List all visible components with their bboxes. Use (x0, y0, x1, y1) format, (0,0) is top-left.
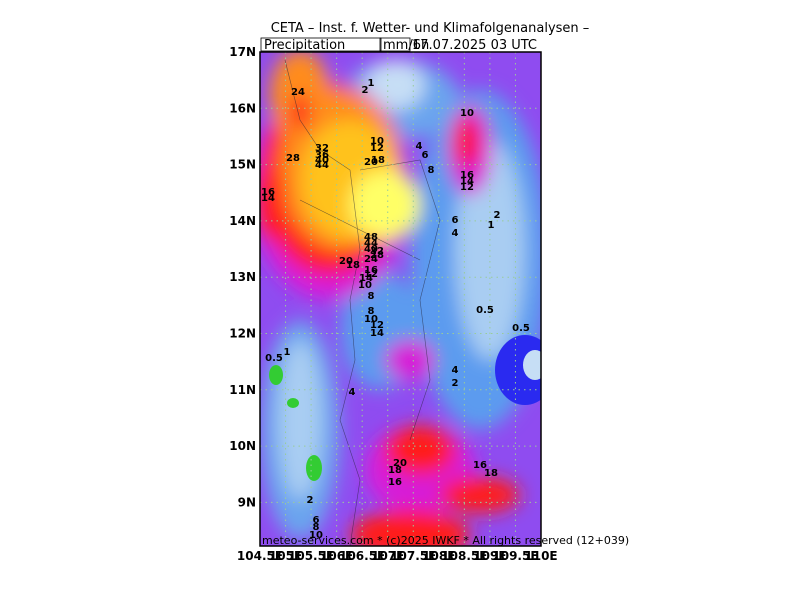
contour-label: 18 (484, 468, 498, 479)
contour-label: 6 (452, 215, 459, 226)
contour-label: 8 (368, 306, 375, 317)
variable: Precipitation (264, 38, 345, 53)
contour-label: 16 (364, 265, 378, 276)
x-tick-label: 107E (371, 549, 404, 563)
contour-label: 36 (315, 150, 329, 161)
x-tick-label: 109.5E (492, 549, 538, 563)
x-tick-label: 109E (473, 549, 506, 563)
contour-label: 10 (358, 280, 372, 291)
contour-label: 14 (359, 273, 373, 284)
map-frame (259, 51, 542, 547)
contour-label: 12 (460, 182, 474, 193)
contour-label: 44 (315, 160, 329, 171)
y-tick-label: 9N (238, 495, 256, 509)
x-tick-label: 104.5E (237, 549, 283, 563)
x-tick-label: 106.5E (339, 549, 385, 563)
map-field (260, 52, 541, 546)
footer: meteo-services.com * (c)2025 IWKF * All … (262, 534, 629, 547)
x-tick-label: 105E (269, 549, 302, 563)
contour-label: 14 (460, 176, 474, 187)
contour-label: 28 (286, 153, 300, 164)
contour-label: 1 (368, 78, 375, 89)
contour-label: 10 (364, 314, 378, 325)
contour-label: 4 (452, 228, 459, 239)
y-tick-label: 15N (229, 158, 256, 172)
contour-label: 12 (370, 143, 384, 154)
contour-label: 40 (315, 155, 329, 166)
contour-label: 40 (364, 244, 378, 255)
contour-label: 28 (370, 250, 384, 261)
title: CETA – Inst. f. Wetter- und Klimafolgena… (271, 21, 590, 36)
x-tick-label: 106E (320, 549, 353, 563)
contour-label: 20 (393, 458, 407, 469)
contour-label: 12 (364, 269, 378, 280)
y-tick-label: 17N (229, 45, 256, 59)
contour-label: 18 (388, 465, 402, 476)
x-tick-label: 108E (422, 549, 455, 563)
contour-label: 18 (346, 260, 360, 271)
contour-label: 44 (364, 238, 378, 249)
contour-label: 2 (452, 378, 459, 389)
contour-label: 0.5 (265, 353, 283, 364)
contour-label: 0.5 (512, 323, 530, 334)
contour-label: 8 (313, 522, 320, 533)
contour-label: 2 (494, 210, 501, 221)
x-tick-label: 105.5E (288, 549, 334, 563)
contour-label: 16 (473, 460, 487, 471)
contour-label: 16 (460, 170, 474, 181)
y-tick-label: 11N (229, 383, 256, 397)
contour-label: 10 (370, 136, 384, 147)
contour-label: 14 (261, 193, 275, 204)
unit: mm/6h (383, 38, 429, 53)
contour-label: 32 (370, 246, 384, 257)
y-tick-label: 16N (229, 101, 256, 115)
y-tick-label: 14N (229, 214, 256, 228)
contour-label: 4 (349, 387, 356, 398)
y-tick-label: 13N (229, 270, 256, 284)
contour-label: 6 (313, 515, 320, 526)
contour-label: 48 (364, 232, 378, 243)
x-tick-label: 107.5E (390, 549, 436, 563)
contour-label: 8 (428, 165, 435, 176)
contour-label: 8 (368, 291, 375, 302)
contour-label: 4 (416, 141, 423, 152)
contour-label: 10 (460, 108, 474, 119)
contour-label: 1 (488, 220, 495, 231)
x-tick-label: 110E (524, 549, 557, 563)
contour-label: 20 (339, 256, 353, 267)
contour-label: 14 (370, 328, 384, 339)
contour-label: 24 (364, 254, 378, 265)
contour-label: 18 (371, 155, 385, 166)
contour-label: 24 (291, 87, 305, 98)
contour-label: 6 (422, 150, 429, 161)
contour-label: 16 (388, 477, 402, 488)
y-tick-label: 10N (229, 439, 256, 453)
contour-label: 2 (307, 495, 314, 506)
valid-time: 17.07.2025 03 UTC (412, 38, 537, 53)
contour-label: 10 (309, 530, 323, 541)
contour-label: 0.5 (476, 305, 494, 316)
contour-label: 20 (364, 157, 378, 168)
contour-label: 12 (370, 320, 384, 331)
contour-label: 32 (315, 143, 329, 154)
contour-label: 16 (261, 187, 275, 198)
y-tick-label: 12N (229, 327, 256, 341)
contour-label: 4 (452, 365, 459, 376)
contour-label: 1 (284, 347, 291, 358)
x-tick-label: 108.5E (441, 549, 487, 563)
contour-label: 2 (362, 85, 369, 96)
